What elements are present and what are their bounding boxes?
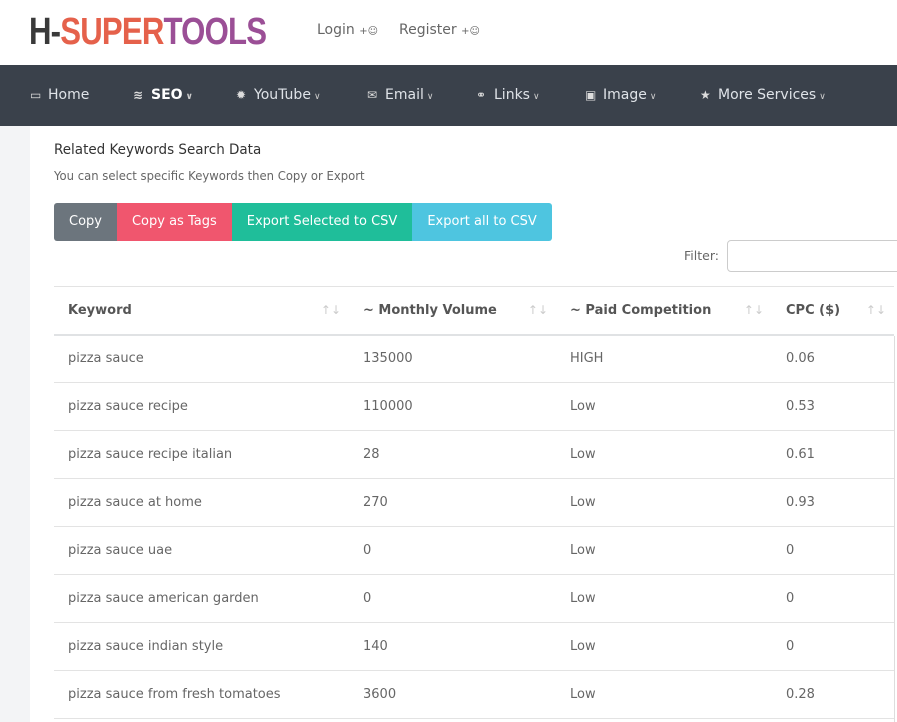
nav-home[interactable]: ▭ Home bbox=[30, 87, 90, 103]
filter-input[interactable] bbox=[727, 240, 897, 272]
logo[interactable]: H-SUPERTOOLS bbox=[29, 11, 267, 53]
table-row[interactable]: pizza sauce american garden 0 Low 0 bbox=[54, 574, 894, 623]
sort-icon: ↑↓ bbox=[865, 303, 886, 317]
copy-button[interactable]: Copy bbox=[54, 203, 117, 241]
table-row[interactable]: pizza sauce recipe 110000 Low 0.53 bbox=[54, 382, 894, 431]
top-bar: H-SUPERTOOLS Login +☺ Register +☺ bbox=[0, 0, 897, 65]
nav-links[interactable]: ⚭ Links ∨ bbox=[476, 87, 540, 103]
cpc-cell: 0 bbox=[772, 526, 894, 575]
keyword-cell: pizza sauce recipe bbox=[54, 382, 349, 431]
sort-icon: ↑↓ bbox=[527, 303, 548, 317]
chevron-down-icon: ∨ bbox=[426, 92, 434, 102]
cpc-cell: 0.06 bbox=[772, 334, 894, 383]
cpc-cell: 0.53 bbox=[772, 382, 894, 431]
filter-label: Filter: bbox=[684, 248, 719, 263]
volume-cell: 0 bbox=[349, 574, 556, 623]
table-row[interactable]: pizza sauce indian style 140 Low 0 bbox=[54, 622, 894, 671]
nav-youtube[interactable]: ✹ YouTube ∨ bbox=[236, 87, 321, 103]
keyword-cell: pizza sauce from fresh tomatoes bbox=[54, 670, 349, 719]
column-header-monthly-volume[interactable]: ~ Monthly Volume ↑↓ bbox=[349, 286, 556, 336]
keyword-cell: pizza sauce recipe italian bbox=[54, 430, 349, 479]
chart-icon: ≋ bbox=[133, 88, 144, 102]
user-plus-icon: +☺ bbox=[359, 26, 379, 37]
scrollbar[interactable] bbox=[894, 336, 895, 722]
user-plus-icon: +☺ bbox=[461, 26, 480, 37]
sort-icon: ↑↓ bbox=[320, 303, 341, 317]
keyword-cell: pizza sauce at home bbox=[54, 478, 349, 527]
keyword-cell: pizza sauce bbox=[54, 334, 349, 383]
keyword-cell: pizza sauce american garden bbox=[54, 574, 349, 623]
cpc-cell: 0.28 bbox=[772, 670, 894, 719]
chevron-down-icon: ∨ bbox=[819, 92, 826, 102]
side-gutter bbox=[0, 126, 30, 722]
monitor-icon: ▭ bbox=[30, 88, 42, 102]
keywords-table: Keyword ↑↓ ~ Monthly Volume ↑↓ ~ Paid Comp… bbox=[54, 286, 894, 719]
table-row[interactable]: pizza sauce recipe italian 28 Low 0.61 bbox=[54, 430, 894, 479]
copy-as-tags-button[interactable]: Copy as Tags bbox=[116, 203, 232, 241]
volume-cell: 140 bbox=[349, 622, 556, 671]
table-row[interactable]: pizza sauce from fresh tomatoes 3600 Low 0.… bbox=[54, 670, 894, 719]
chevron-down-icon: ∨ bbox=[649, 92, 657, 102]
keyword-cell: pizza sauce indian style bbox=[54, 622, 349, 671]
competition-cell: Low bbox=[556, 526, 772, 575]
competition-cell: Low bbox=[556, 382, 772, 431]
competition-cell: Low bbox=[556, 478, 772, 527]
export-all-csv-button[interactable]: Export all to CSV bbox=[412, 203, 552, 241]
main-nav: ▭ Home ≋ SEO ∨ ✹ YouTube ∨ ✉ Email ∨ ⚭ Links ∨ ▣ I… bbox=[0, 65, 897, 126]
competition-cell: Low bbox=[556, 670, 772, 719]
table-row[interactable]: pizza sauce uae 0 Low 0 bbox=[54, 526, 894, 575]
section-title: Related Keywords Search Data bbox=[54, 142, 262, 158]
keyword-cell: pizza sauce uae bbox=[54, 526, 349, 575]
column-header-cpc[interactable]: CPC ($) ↑↓ bbox=[772, 286, 894, 336]
gear-icon: ✹ bbox=[236, 88, 247, 102]
cpc-cell: 0 bbox=[772, 574, 894, 623]
cpc-cell: 0 bbox=[772, 622, 894, 671]
cpc-cell: 0.93 bbox=[772, 478, 894, 527]
link-icon: ⚭ bbox=[476, 88, 487, 102]
nav-more-services[interactable]: ★ More Services ∨ bbox=[700, 87, 826, 103]
competition-cell: HIGH bbox=[556, 334, 772, 383]
login-link[interactable]: Login +☺ bbox=[317, 22, 379, 38]
volume-cell: 135000 bbox=[349, 334, 556, 383]
competition-cell: Low bbox=[556, 622, 772, 671]
register-link[interactable]: Register +☺ bbox=[399, 22, 480, 38]
volume-cell: 0 bbox=[349, 526, 556, 575]
nav-image[interactable]: ▣ Image ∨ bbox=[585, 87, 657, 103]
nav-email[interactable]: ✉ Email ∨ bbox=[367, 87, 434, 103]
chevron-down-icon: ∨ bbox=[185, 92, 193, 102]
volume-cell: 28 bbox=[349, 430, 556, 479]
volume-cell: 110000 bbox=[349, 382, 556, 431]
nav-seo[interactable]: ≋ SEO ∨ bbox=[133, 87, 193, 103]
export-selected-csv-button[interactable]: Export Selected to CSV bbox=[231, 203, 413, 241]
table-row[interactable]: pizza sauce 135000 HIGH 0.06 bbox=[54, 334, 894, 383]
column-header-keyword[interactable]: Keyword ↑↓ bbox=[54, 286, 349, 336]
section-subtitle: You can select specific Keywords then Co… bbox=[54, 168, 365, 183]
competition-cell: Low bbox=[556, 574, 772, 623]
volume-cell: 3600 bbox=[349, 670, 556, 719]
envelope-icon: ✉ bbox=[367, 88, 378, 102]
competition-cell: Low bbox=[556, 430, 772, 479]
table-row[interactable]: pizza sauce at home 270 Low 0.93 bbox=[54, 478, 894, 527]
cpc-cell: 0.61 bbox=[772, 430, 894, 479]
column-header-paid-competition[interactable]: ~ Paid Competition ↑↓ bbox=[556, 286, 772, 336]
image-icon: ▣ bbox=[585, 88, 597, 102]
sort-icon: ↑↓ bbox=[743, 303, 764, 317]
volume-cell: 270 bbox=[349, 478, 556, 527]
chevron-down-icon: ∨ bbox=[532, 92, 540, 102]
action-buttons: Copy Copy as Tags Export Selected to CSV… bbox=[54, 203, 552, 241]
star-icon: ★ bbox=[700, 88, 711, 102]
chevron-down-icon: ∨ bbox=[313, 92, 321, 102]
